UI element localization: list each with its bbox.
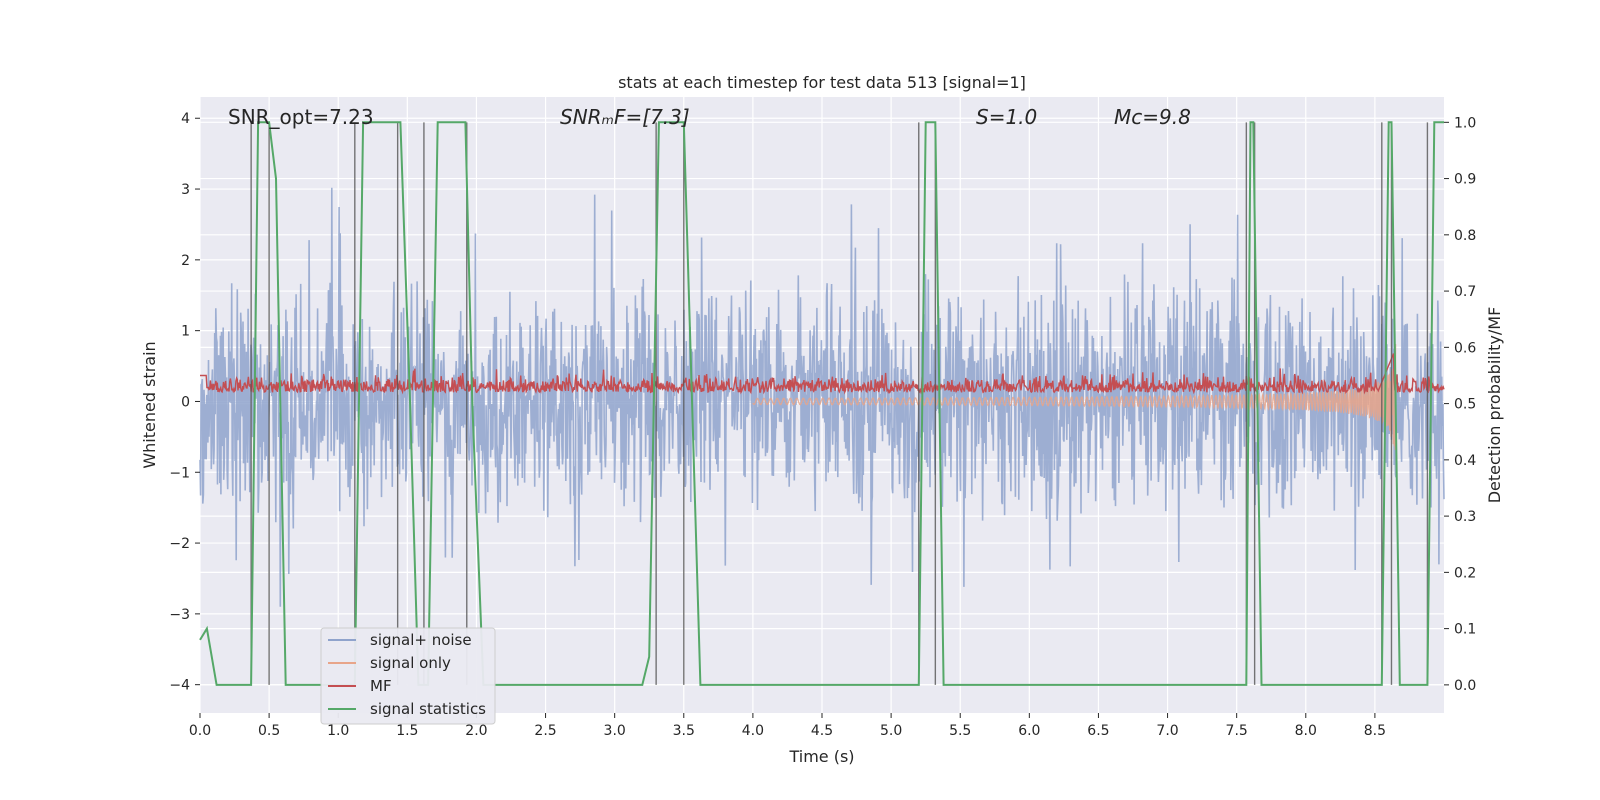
signal-statistics-line: [199, 121, 1444, 686]
mf-series: [200, 353, 1445, 395]
x-tick-label-13: 6.5: [1087, 723, 1109, 739]
x-tick-label-10: 5.0: [880, 723, 902, 739]
signal-statistics-series: [199, 121, 1444, 686]
annotation-snr-opt: SNR_opt=7.23: [228, 105, 374, 129]
y-tick-label-7: 3: [181, 182, 190, 198]
x-tick-label-8: 4.0: [742, 723, 764, 739]
y-tick-label-4: 0: [181, 394, 190, 410]
x-tick-label-17: 8.5: [1364, 723, 1386, 739]
signal-only-line: [752, 343, 1397, 450]
annotation-mc: Mᴄ=9.8: [1114, 105, 1191, 129]
legend-label-signal-noise: signal+ noise: [370, 631, 472, 649]
legend-label-signal-statistics: signal statistics: [370, 700, 486, 718]
y2-tick-label-3: 0.3: [1454, 509, 1476, 525]
x-tick-label-5: 2.5: [534, 723, 556, 739]
x-tick-label-9: 4.5: [811, 723, 833, 739]
mf-line: [200, 353, 1445, 395]
signal-only-series: [752, 343, 1397, 450]
y2-tick-label-5: 0.5: [1454, 397, 1476, 413]
event-vertical-lines: [250, 122, 1429, 685]
legend-label-signal-only: signal only: [370, 654, 451, 672]
y2-axis-label: Detection probability/MF: [1485, 307, 1504, 504]
y2-tick-label-1: 0.1: [1454, 622, 1476, 638]
x-tick-label-2: 1.0: [327, 723, 349, 739]
y-axis-ticks: −4 −3 −2 −1 0 1 2 3 4: [169, 111, 200, 694]
y-tick-label-8: 4: [181, 111, 190, 127]
x-tick-label-0: 0.0: [189, 723, 211, 739]
x-tick-label-4: 2.0: [465, 723, 487, 739]
y2-tick-label-0: 0.0: [1454, 678, 1476, 694]
legend-label-mf: MF: [370, 677, 392, 695]
y2-tick-label-9: 0.9: [1454, 172, 1476, 188]
x-tick-label-11: 5.5: [949, 723, 971, 739]
annotation-s: S=1.0: [976, 105, 1037, 129]
x-axis-ticks: 0.0 0.5 1.0 1.5 2.0 2.5 3.0 3.5 4.0 4.5 5.0 5.5 6.0 6…: [189, 713, 1386, 739]
legend: signal+ noise signal only MF signal stat…: [320, 627, 496, 725]
annotation-snr-mf: SNRₘF=[7.3]: [560, 105, 690, 129]
chart-title: stats at each timestep for test data 513…: [618, 73, 1026, 92]
x-tick-label-3: 1.5: [396, 723, 418, 739]
y2-tick-label-10: 1.0: [1454, 115, 1476, 131]
y-tick-label-3: −1: [169, 465, 190, 481]
x-tick-label-16: 8.0: [1295, 723, 1317, 739]
x-tick-label-1: 0.5: [258, 723, 280, 739]
y2-tick-label-4: 0.4: [1454, 453, 1476, 469]
y2-tick-label-8: 0.8: [1454, 228, 1476, 244]
y-tick-label-1: −3: [169, 607, 190, 623]
x-axis-label: Time (s): [788, 747, 854, 766]
y-tick-label-6: 2: [181, 253, 190, 269]
y2-tick-label-2: 0.2: [1454, 565, 1476, 581]
x-tick-label-7: 3.5: [673, 723, 695, 739]
y2-tick-label-7: 0.7: [1454, 284, 1476, 300]
signal-noise-line: [199, 187, 1445, 607]
x-tick-label-15: 7.5: [1226, 723, 1248, 739]
y-tick-label-5: 1: [181, 324, 190, 340]
x-tick-label-12: 6.0: [1018, 723, 1040, 739]
y-tick-label-0: −4: [169, 678, 190, 694]
y-tick-label-2: −2: [169, 536, 190, 552]
x-tick-label-6: 3.0: [604, 723, 626, 739]
signal-noise-series: [199, 187, 1445, 607]
y-axis-label: Whitened strain: [140, 341, 159, 468]
y2-tick-label-6: 0.6: [1454, 340, 1476, 356]
y2-axis-ticks: 0.0 0.1 0.2 0.3 0.4 0.5 0.6 0.7 0.8 0.9 1.0: [1444, 115, 1476, 694]
legend-box: [320, 627, 496, 725]
x-tick-label-14: 7.0: [1156, 723, 1178, 739]
